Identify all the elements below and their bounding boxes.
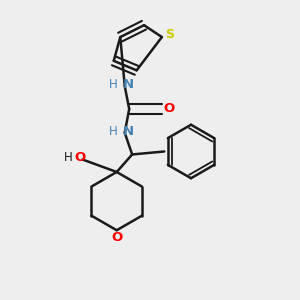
Text: N: N — [123, 78, 134, 91]
Text: H: H — [109, 78, 118, 91]
Text: O: O — [74, 151, 85, 164]
Text: N: N — [123, 125, 134, 138]
Text: H: H — [109, 125, 118, 138]
Text: O: O — [111, 232, 122, 244]
Text: H: H — [64, 151, 73, 164]
Text: S: S — [165, 28, 174, 41]
Text: O: O — [164, 103, 175, 116]
